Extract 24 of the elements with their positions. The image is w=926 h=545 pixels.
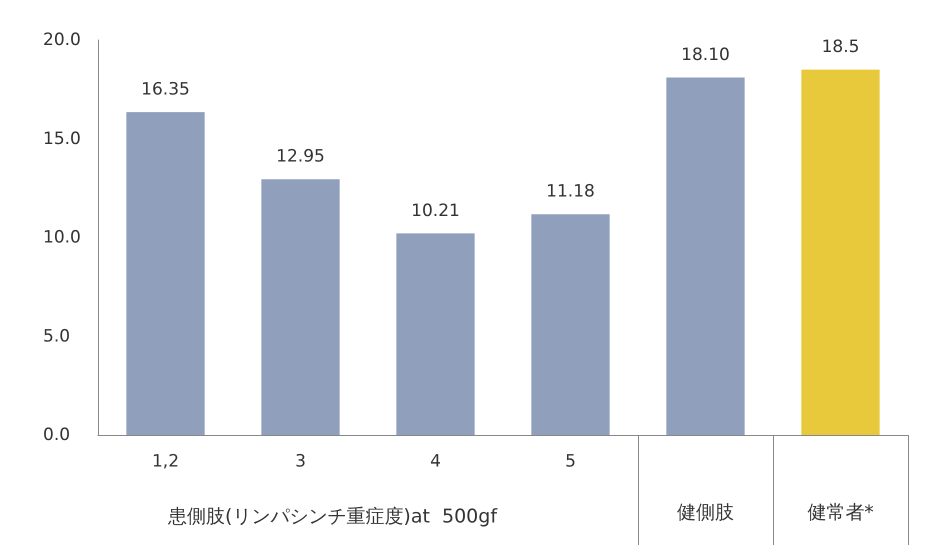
y-tick-label: 5.0 [43,326,70,346]
y-tick-label: 10.0 [43,228,81,248]
x-tick-label: 健側肢 [677,502,734,524]
bar [126,112,205,435]
bar [801,70,880,435]
x-tick-label: 健常者* [807,502,874,524]
bar [396,233,475,435]
bar [531,214,610,435]
x-axis-title: 患側肢(リンパシンチ重症度)at 500gf [167,506,498,528]
y-tick-label: 15.0 [43,128,81,149]
bar [666,78,745,435]
bar [261,179,340,435]
y-tick-label: 20.0 [43,30,81,50]
x-tick-label: 5 [565,452,576,472]
data-label: 12.95 [276,146,325,167]
x-tick-label: 1,2 [152,452,180,472]
data-label: 18.5 [822,37,860,58]
data-label: 11.18 [546,182,595,202]
x-tick-label: 3 [295,452,306,472]
y-tick-label: 0.0 [43,425,70,445]
data-label: 16.35 [141,80,190,100]
x-tick-label: 4 [430,452,441,472]
data-label: 10.21 [411,200,460,221]
data-label: 18.10 [681,45,730,66]
